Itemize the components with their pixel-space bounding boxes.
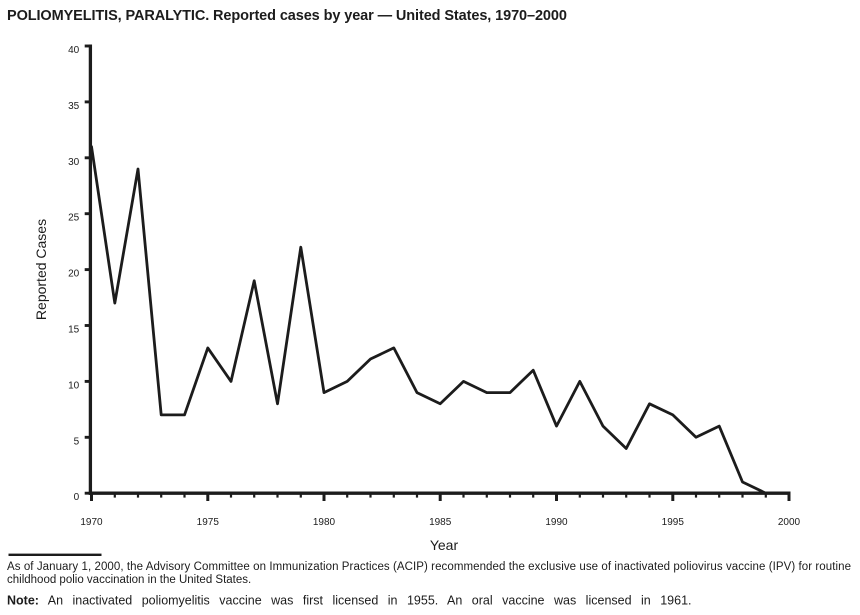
svg-text:1975: 1975 — [197, 517, 220, 528]
svg-text:POLIOMYELITIS, PARALYTIC. Repo: POLIOMYELITIS, PARALYTIC. Reported cases… — [7, 8, 567, 24]
svg-text:5: 5 — [74, 436, 80, 447]
svg-text:Reported Cases: Reported Cases — [33, 219, 49, 320]
svg-text:1985: 1985 — [429, 517, 452, 528]
svg-text:As of January 1, 2000, the Adv: As of January 1, 2000, the Advisory Comm… — [7, 561, 851, 573]
svg-text:25: 25 — [68, 213, 80, 224]
svg-text:10: 10 — [68, 380, 80, 391]
svg-text:40: 40 — [68, 45, 80, 56]
svg-text:0: 0 — [74, 492, 80, 503]
svg-text:15: 15 — [68, 325, 80, 336]
svg-text:1990: 1990 — [545, 517, 568, 528]
svg-text:Year: Year — [430, 537, 459, 553]
svg-text:2000: 2000 — [778, 517, 801, 528]
svg-text:childhood polio vaccination in: childhood polio vaccination in the Unite… — [7, 574, 251, 586]
svg-text:35: 35 — [68, 101, 80, 112]
svg-text:1980: 1980 — [313, 517, 336, 528]
svg-text:Note: An inactivated poliomyel: Note: An inactivated poliomyelitis vacci… — [7, 594, 692, 608]
svg-text:1970: 1970 — [80, 517, 103, 528]
svg-text:20: 20 — [68, 269, 80, 280]
svg-text:1995: 1995 — [662, 517, 685, 528]
svg-text:30: 30 — [68, 157, 80, 168]
